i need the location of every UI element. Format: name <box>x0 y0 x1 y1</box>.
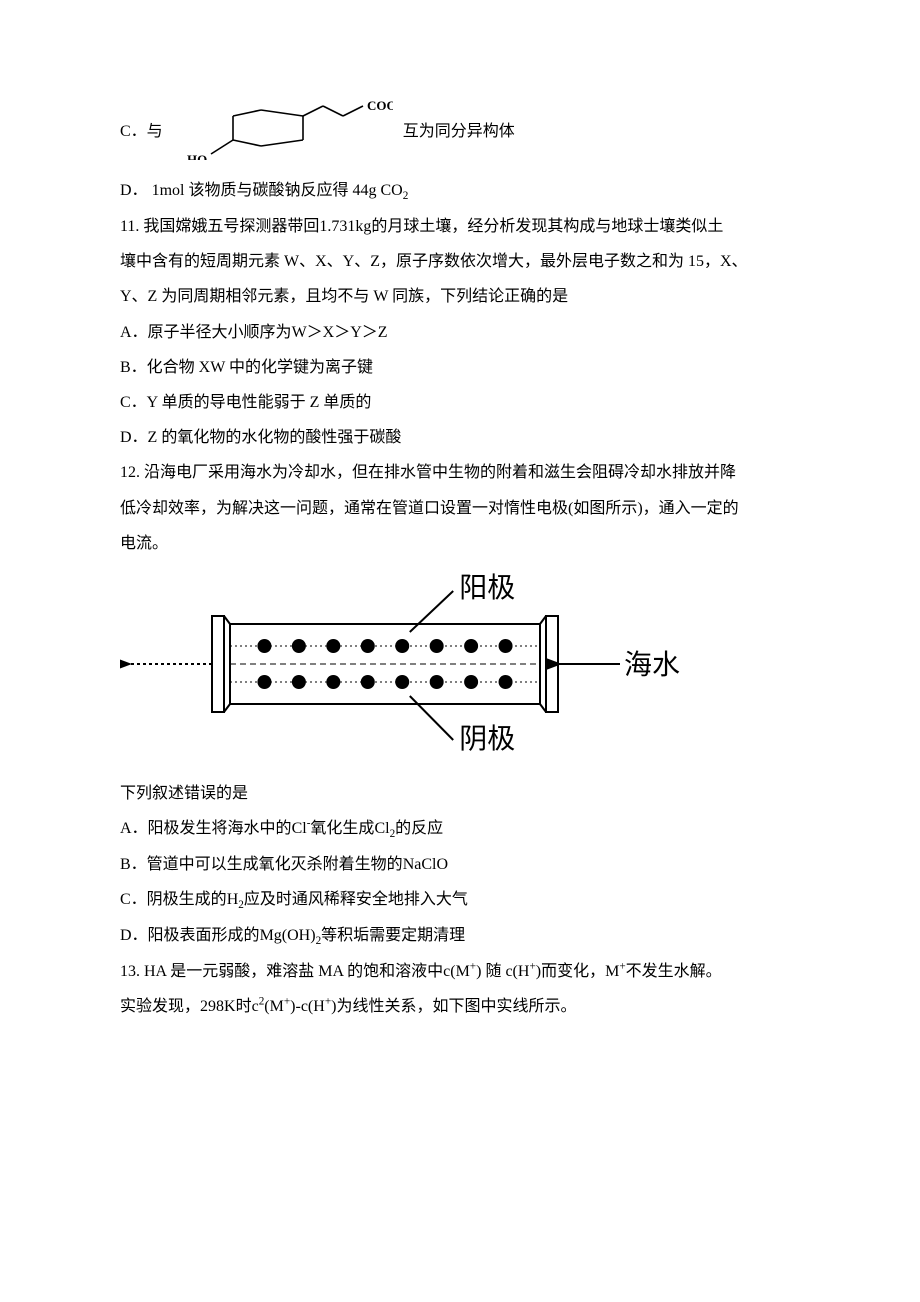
svg-text:HO: HO <box>187 152 207 160</box>
q12-option-d: D．阳极表面形成的Mg(OH)2等积垢需要定期清理 <box>120 918 800 954</box>
q12-stem-line1: 12. 沿海电厂采用海水为冷却水，但在排水管中生物的附着和滋生会阻碍冷却水排放并… <box>120 455 800 490</box>
q13-stem-line2: 实验发现，298K时c2(M+)-c(H+)为线性关系，如下图中实线所示。 <box>120 989 800 1024</box>
q10-optd-co2: 44g CO2 <box>352 182 408 199</box>
svg-text:COOH: COOH <box>367 98 393 113</box>
q11-stem-line2: 壤中含有的短周期元素 W、X、Y、Z，原子序数依次增大，最外层电子数之和为 15… <box>120 244 800 279</box>
q12-option-c: C．阴极生成的H2应及时通风稀释安全地排入大气 <box>120 882 800 918</box>
q11-option-d: D．Z 的氧化物的水化物的酸性强于碳酸 <box>120 420 800 455</box>
q12-option-b: B．管道中可以生成氧化灭杀附着生物的NaClO <box>120 847 800 882</box>
svg-text:海水: 海水 <box>624 649 680 681</box>
q10-option-c: C．与 HO COOH 互为同分异构体 <box>120 90 800 173</box>
q10-option-d: D． 1mol 该物质与碳酸钠反应得 44g CO2 <box>120 173 800 209</box>
molecule-structure: HO COOH <box>173 90 393 173</box>
q10-optd-1mol: 1mol <box>152 182 185 199</box>
q12-after: 下列叙述错误的是 <box>120 776 800 811</box>
q11-option-b: B．化合物 XW 中的化学键为离子键 <box>120 350 800 385</box>
q13-stem-line1: 13. HA 是一元弱酸，难溶盐 MA 的饱和溶液中c(M+) 随 c(H+)而… <box>120 954 800 989</box>
q11-stem-line1: 11. 我国嫦娥五号探测器带回1.731kg的月球土壤，经分析发现其构成与地球士… <box>120 209 800 244</box>
svg-text:阳极: 阳极 <box>459 572 515 604</box>
q10-optc-prefix: C．与 <box>120 114 163 149</box>
q12-stem-line3: 电流。 <box>120 526 800 561</box>
svg-text:阴极: 阴极 <box>459 723 515 755</box>
q10-optc-suffix: 互为同分异构体 <box>403 114 515 149</box>
electrode-diagram: 阳极阴极 海水 <box>120 569 800 772</box>
q11-stem-line3: Y、Z 为同周期相邻元素，且均不与 W 同族，下列结论正确的是 <box>120 279 800 314</box>
q10-optd-text2: 该物质与碳酸钠反应得 <box>188 182 348 199</box>
q12-option-a: A．阳极发生将海水中的Cl-氧化生成Cl2的反应 <box>120 811 800 847</box>
q12-stem-line2: 低冷却效率，为解决这一问题，通常在管道口设置一对惰性电极(如图所示)，通入一定的 <box>120 491 800 526</box>
q11-option-c: C．Y 单质的导电性能弱于 Z 单质的 <box>120 385 800 420</box>
q11-option-a: A．原子半径大小顺序为W＞X＞Y＞Z <box>120 315 800 350</box>
q10-optd-label: D． <box>120 182 148 199</box>
